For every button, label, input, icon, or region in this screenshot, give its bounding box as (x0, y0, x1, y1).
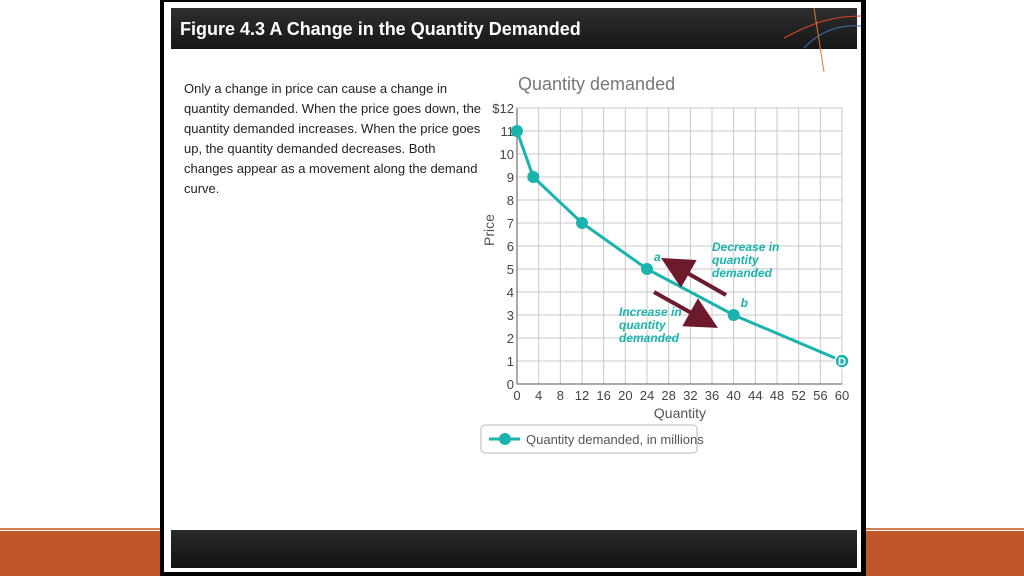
decrease-arrow (661, 258, 727, 297)
x-tick-label: 24 (640, 388, 654, 403)
y-tick-label: 5 (507, 262, 514, 277)
y-tick-label: 8 (507, 193, 514, 208)
x-tick-label: 44 (748, 388, 762, 403)
x-tick-label: 52 (791, 388, 805, 403)
data-point (527, 171, 540, 183)
increase-annotation: demanded (619, 331, 680, 345)
data-point (834, 353, 850, 369)
point-label-a: a (654, 250, 661, 264)
point-label-b: b (741, 296, 748, 310)
slide-title: Figure 4.3 A Change in the Quantity Dema… (180, 19, 581, 39)
footer-bar (171, 530, 857, 568)
y-tick-label: 0 (507, 377, 514, 392)
title-bar: Figure 4.3 A Change in the Quantity Dema… (171, 8, 857, 49)
x-tick-label: 12 (575, 388, 589, 403)
decrease-annotation: Decrease in (712, 240, 779, 254)
x-axis-label: Quantity (654, 405, 706, 421)
x-tick-label: 32 (683, 388, 697, 403)
x-tick-label: 40 (726, 388, 740, 403)
y-tick-label: 7 (507, 216, 514, 231)
y-tick-label: 6 (507, 239, 514, 254)
data-point (641, 263, 653, 275)
demand-curve-line (515, 130, 843, 363)
decrease-annotation: quantity (712, 253, 760, 267)
x-tick-label: 16 (596, 388, 610, 403)
y-tick-label: 1 (507, 354, 514, 369)
y-tick-label: 11 (501, 124, 515, 139)
increase-arrow (653, 290, 718, 328)
decrease-annotation: demanded (712, 266, 773, 280)
curve-label-d: D (838, 356, 846, 368)
x-tick-label: 0 (513, 388, 520, 403)
data-point (727, 309, 740, 321)
y-tick-label: 3 (507, 308, 514, 323)
y-tick-label: 10 (500, 147, 514, 162)
chart-title: Quantity demanded (518, 74, 675, 94)
y-tick-label: 9 (507, 170, 514, 185)
increase-annotation: quantity (619, 318, 667, 332)
data-point (511, 125, 523, 137)
legend-label: Quantity demanded, in millions (526, 432, 704, 447)
y-tick-label: 2 (507, 331, 514, 346)
x-tick-label: 20 (618, 388, 632, 403)
x-tick-label: 28 (661, 388, 675, 403)
x-tick-label: 60 (835, 388, 849, 403)
legend-box (480, 424, 698, 454)
y-tick-label: 4 (507, 285, 514, 300)
decorative-swoosh (783, 7, 861, 73)
x-tick-label: 8 (557, 388, 564, 403)
description-text: Only a change in price can cause a chang… (184, 81, 482, 196)
legend-marker (499, 433, 511, 445)
y-axis-label: Price (481, 214, 497, 246)
x-tick-label: 36 (705, 388, 719, 403)
x-tick-label: 4 (535, 388, 542, 403)
x-tick-label: 48 (770, 388, 784, 403)
x-tick-label: 56 (813, 388, 827, 403)
increase-annotation: Increase in (619, 305, 682, 319)
data-point (576, 217, 588, 229)
y-tick-label: $12 (492, 101, 514, 116)
